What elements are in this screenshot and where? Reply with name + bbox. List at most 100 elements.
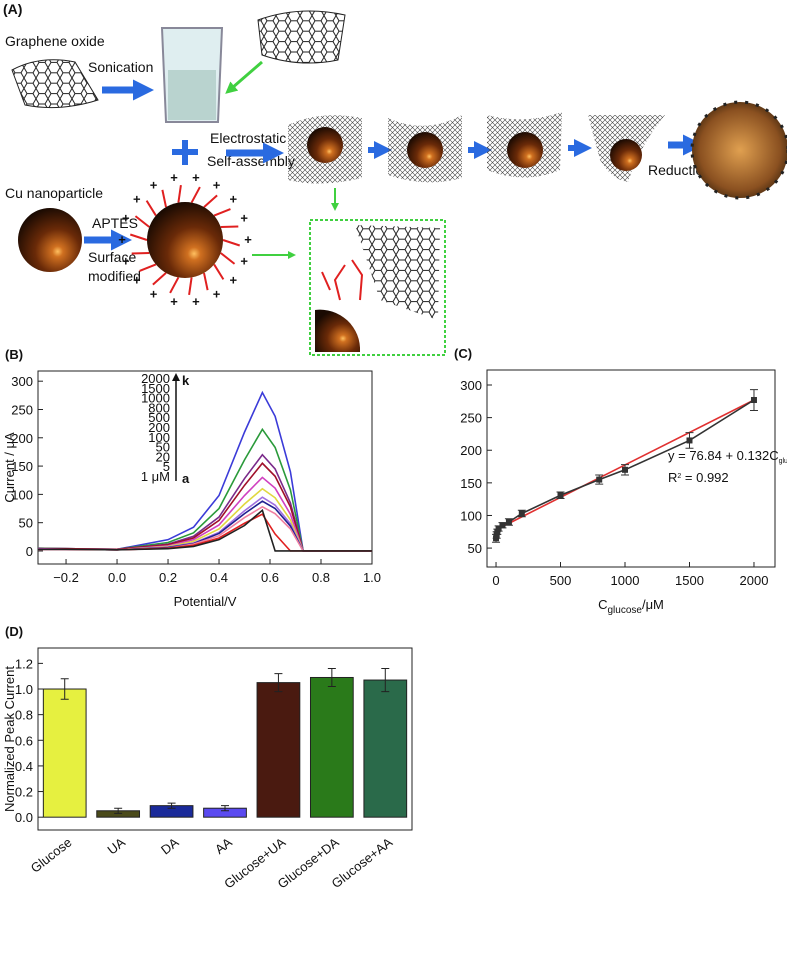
- plus: [172, 140, 198, 165]
- chain: [190, 186, 201, 204]
- marker: [596, 476, 603, 483]
- x-tick-label: −0.2: [53, 570, 79, 585]
- error-bar: [114, 807, 123, 814]
- legend-end: k: [182, 373, 190, 388]
- y-axis-label: Current / μA: [2, 432, 17, 503]
- modified-particle: [147, 202, 223, 278]
- x-tick-label: AA: [212, 834, 235, 857]
- legend-label: 2000: [141, 371, 170, 386]
- charge: +: [170, 170, 178, 185]
- annotation-subscript: glucose: [779, 458, 787, 465]
- chain: [203, 194, 218, 208]
- y-tick-label: 150: [460, 476, 482, 491]
- y-tick-label: 300: [11, 374, 33, 389]
- particle: [610, 139, 642, 171]
- error-bar: [167, 802, 176, 809]
- label: Graphene oxide: [5, 33, 105, 49]
- x-tick-label: 0.2: [159, 570, 177, 585]
- chain: [203, 272, 209, 291]
- label: Electrostatic: [210, 130, 286, 146]
- marker: [622, 466, 629, 473]
- charge: +: [213, 287, 221, 302]
- y-tick-label: 150: [11, 459, 33, 474]
- charge: +: [244, 232, 252, 247]
- bar: [42, 688, 87, 818]
- label: Cu nanoparticle: [5, 185, 103, 201]
- legend-label: 5: [163, 459, 170, 474]
- particle: [507, 132, 543, 168]
- charge: +: [133, 272, 141, 287]
- charge: +: [240, 254, 248, 269]
- label-subscript: glucose: [607, 605, 642, 616]
- aptes-shell: +++++++++++++ + + +++: [118, 170, 252, 309]
- inset-box: [309, 219, 446, 356]
- charge: +: [150, 287, 158, 302]
- charge: +: [122, 254, 130, 269]
- charge: +: [229, 272, 237, 287]
- equation: y = 76.84 + 0.132Cglucose: [668, 448, 787, 465]
- plot-frame: [37, 370, 373, 565]
- charge: +: [150, 177, 158, 192]
- legend-label: 500: [148, 410, 170, 425]
- annotation-superscript: 2: [677, 473, 681, 480]
- charge: +: [122, 210, 130, 225]
- chain: [134, 215, 150, 228]
- marker: [750, 397, 757, 404]
- charge: +: [133, 192, 141, 207]
- chain: [145, 200, 157, 217]
- legend-label: 200: [148, 420, 170, 435]
- x-tick-label: 1000: [611, 573, 640, 588]
- y-tick-label: 0.2: [15, 785, 33, 800]
- plot-frame: [486, 369, 776, 568]
- charge: +: [229, 192, 237, 207]
- marker: [505, 518, 512, 525]
- y-tick-label: 200: [460, 443, 482, 458]
- chain: [139, 263, 157, 272]
- legend-arrowhead: [172, 373, 180, 381]
- chain: [177, 185, 182, 203]
- legend-label: 1500: [141, 381, 170, 396]
- y-tick-label: 100: [11, 487, 33, 502]
- chain: [152, 272, 167, 286]
- error-bar: [274, 673, 283, 693]
- x-tick-label: Glucose: [28, 835, 75, 876]
- x-axis-label: Cglucose/μM: [598, 597, 664, 616]
- marker: [686, 437, 693, 444]
- legend-end: a: [182, 471, 190, 486]
- chain: [220, 252, 236, 265]
- annotation: R: [668, 470, 677, 485]
- y-tick-label: 300: [460, 378, 482, 393]
- panel-label: (A): [3, 1, 22, 17]
- bar: [363, 679, 408, 818]
- x-tick-label: 0.8: [312, 570, 330, 585]
- x-tick-label: 0.4: [210, 570, 228, 585]
- error-bar: [60, 678, 69, 700]
- y-tick-label: 250: [11, 402, 33, 417]
- legend-label: 20: [156, 449, 170, 464]
- error-bar: [221, 805, 229, 812]
- label: modified: [88, 268, 141, 284]
- marker: [493, 532, 500, 539]
- y-tick-label: 0.0: [15, 810, 33, 825]
- error-bar: [327, 668, 336, 687]
- legend-label: 50: [156, 440, 170, 455]
- y-tick-label: 1.2: [15, 656, 33, 671]
- y-tick-label: 0.4: [15, 759, 33, 774]
- chain: [213, 208, 231, 217]
- charge: +: [192, 294, 200, 309]
- legend-label: 100: [148, 430, 170, 445]
- y-tick-label: 0: [26, 544, 33, 559]
- chain: [220, 225, 239, 229]
- charts: Cglucose/μM y = 76.84 + 0.132Cglucose R2…: [2, 346, 787, 892]
- marker: [557, 492, 564, 499]
- marker: [495, 525, 502, 532]
- solution: [168, 70, 216, 120]
- label-part: C: [598, 597, 607, 612]
- schematic: (A) Graphene oxide Sonication Electrosta…: [3, 1, 787, 356]
- error-bar: [381, 668, 390, 693]
- bar: [256, 682, 301, 818]
- chain: [129, 233, 148, 241]
- chain: [222, 239, 241, 247]
- label: Surface: [88, 249, 136, 265]
- label: Sonication: [88, 59, 153, 75]
